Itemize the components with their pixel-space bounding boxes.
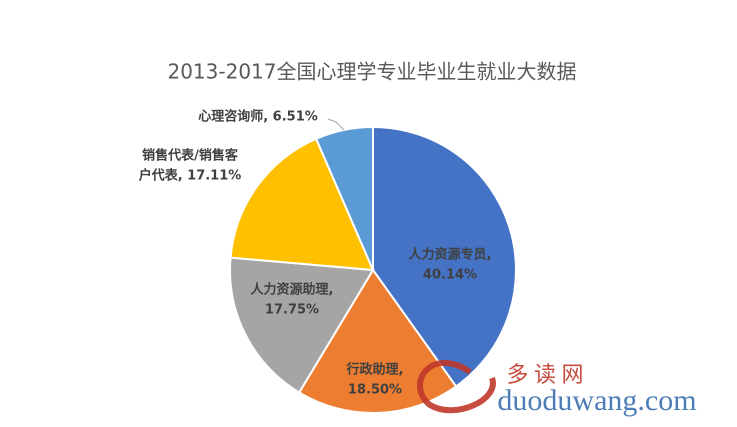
watermark-url: duoduwang.com — [497, 384, 696, 417]
pie — [229, 125, 517, 414]
data-label: 人力资源助理, — [251, 282, 334, 298]
data-label: 行政助理, — [346, 362, 404, 378]
data-label: 户代表, 17.11% — [139, 168, 242, 184]
data-label: 心理咨询师, 6.51% — [198, 109, 318, 125]
watermark-text: 多 读 网 — [506, 362, 583, 387]
data-label: 人力资源专员, — [409, 247, 492, 263]
data-label: 销售代表/销售客 — [142, 148, 239, 164]
pie-slice — [297, 268, 458, 414]
leader-line — [327, 118, 345, 131]
data-label: 18.50% — [348, 383, 402, 398]
data-label: 40.14% — [423, 268, 477, 283]
labels: 人力资源专员, 40.14% 行政助理, 18.50% 人力资源助理, 17.75% 销售代… — [139, 109, 492, 398]
chart-title: 2013-2017全国心理学专业毕业生就业大数据 — [167, 60, 576, 84]
pie-slice — [229, 256, 375, 394]
pie-slice — [229, 137, 375, 272]
watermark-logo — [417, 359, 496, 414]
data-label: 17.75% — [265, 303, 319, 318]
watermark: 多 读 网 duoduwang.com — [417, 359, 697, 417]
pie-slice — [372, 125, 517, 388]
